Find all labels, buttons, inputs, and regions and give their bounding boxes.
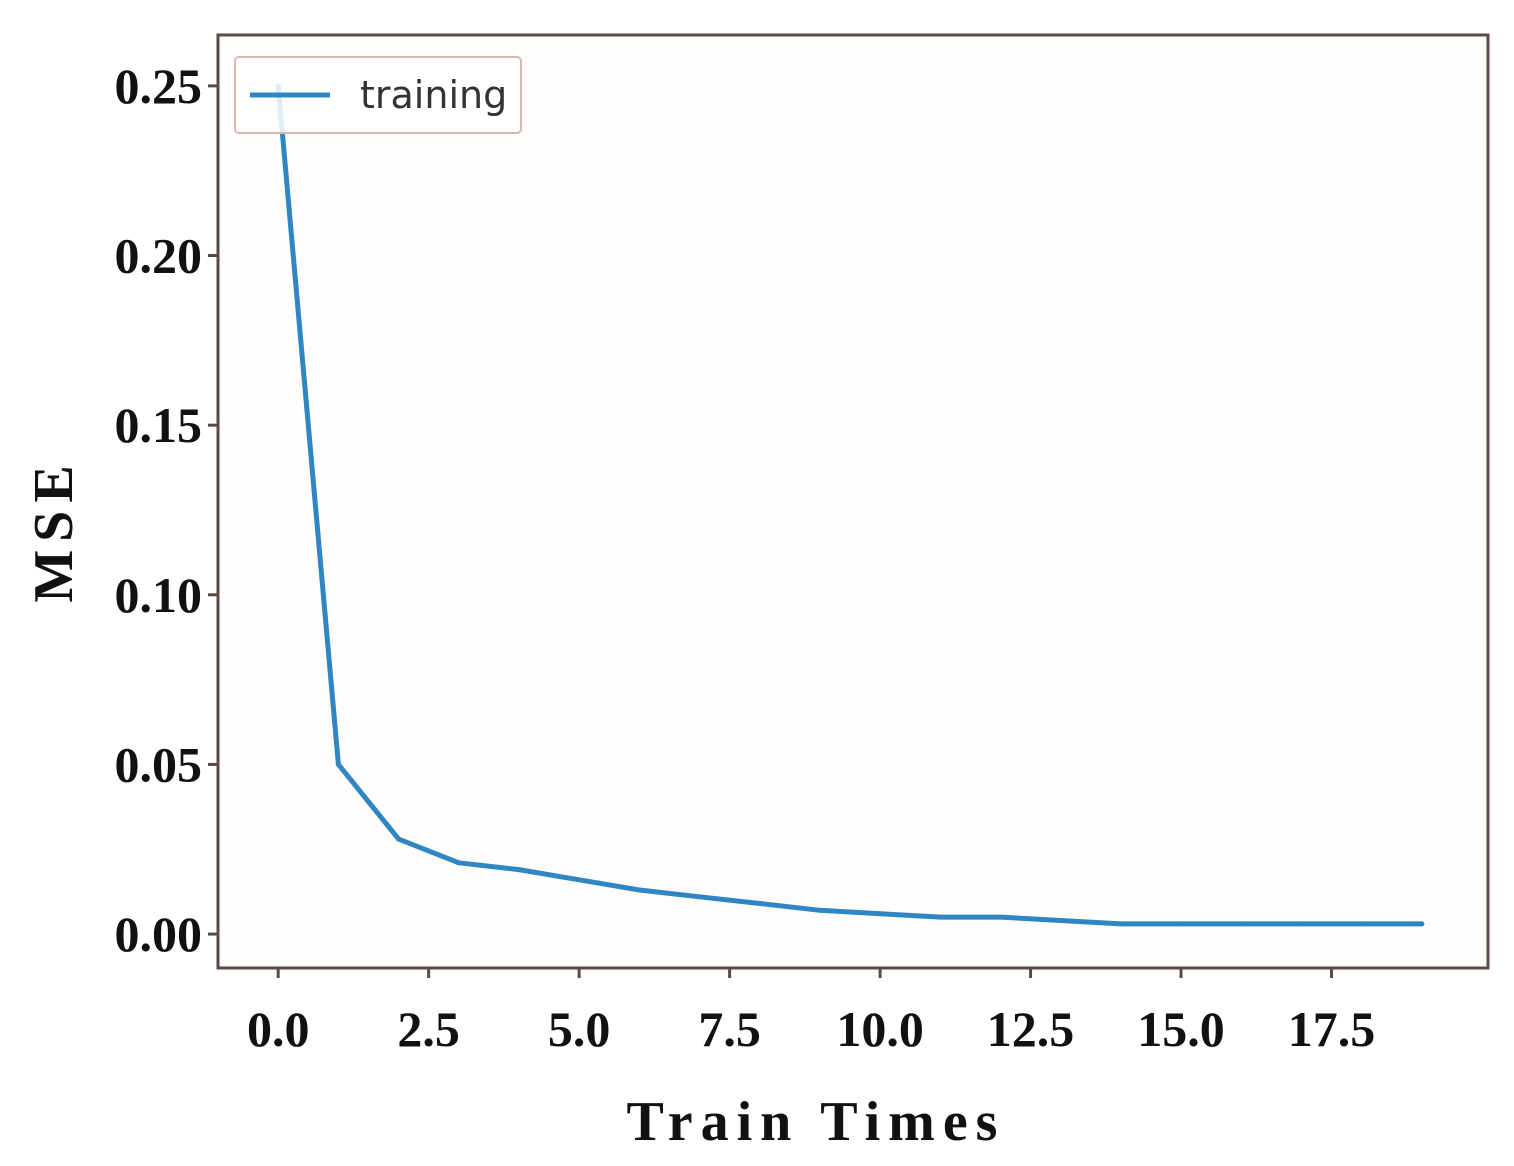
y-tick-label: 0.25 xyxy=(115,58,203,114)
x-tick-label: 10.0 xyxy=(836,1001,924,1057)
data-point xyxy=(757,901,763,906)
x-tick-label: 12.5 xyxy=(987,1001,1075,1057)
data-point xyxy=(1238,921,1244,927)
y-axis-ticks: 0.00 0.05 0.10 0.15 0.20 0.25 xyxy=(115,58,218,962)
x-tick-label: 0.0 xyxy=(247,1001,310,1057)
series-layer xyxy=(275,83,1425,927)
data-point xyxy=(877,911,883,917)
y-axis-label: MSE xyxy=(23,457,85,602)
data-point xyxy=(1118,921,1124,927)
data-point xyxy=(516,867,522,873)
x-tick-label: 5.0 xyxy=(548,1001,611,1057)
x-tick-label: 15.0 xyxy=(1137,1001,1225,1057)
legend: training xyxy=(234,56,522,134)
data-point xyxy=(937,914,943,920)
data-point xyxy=(1178,921,1184,927)
series-line-training xyxy=(275,83,1425,927)
x-tick-label: 7.5 xyxy=(698,1001,761,1057)
data-point xyxy=(396,836,402,842)
data-point xyxy=(998,914,1003,920)
x-axis-label: Train Times xyxy=(627,1091,1006,1153)
legend-box xyxy=(234,56,522,134)
y-tick-label: 0.05 xyxy=(115,736,203,792)
plot-frame xyxy=(216,33,1490,970)
x-axis-ticks: 0.0 2.5 5.0 7.5 10.0 12.5 15.0 17.5 xyxy=(247,968,1375,1057)
data-point xyxy=(1298,921,1304,927)
data-point xyxy=(335,761,341,767)
y-tick-label: 0.10 xyxy=(115,567,203,623)
x-tick-label: 2.5 xyxy=(397,1001,460,1057)
data-point xyxy=(817,907,823,913)
data-point xyxy=(636,887,642,893)
data-point xyxy=(576,877,582,883)
plot-background xyxy=(218,35,1488,968)
data-point xyxy=(697,894,702,900)
data-point xyxy=(1419,921,1425,927)
data-point xyxy=(1058,918,1064,923)
data-point xyxy=(1359,921,1365,927)
y-tick-label: 0.00 xyxy=(115,906,203,962)
y-tick-label: 0.15 xyxy=(115,397,203,453)
y-tick-label: 0.20 xyxy=(115,228,203,284)
x-tick-label: 17.5 xyxy=(1288,1001,1376,1057)
legend-label-training: training xyxy=(360,73,507,117)
data-point xyxy=(456,860,462,866)
